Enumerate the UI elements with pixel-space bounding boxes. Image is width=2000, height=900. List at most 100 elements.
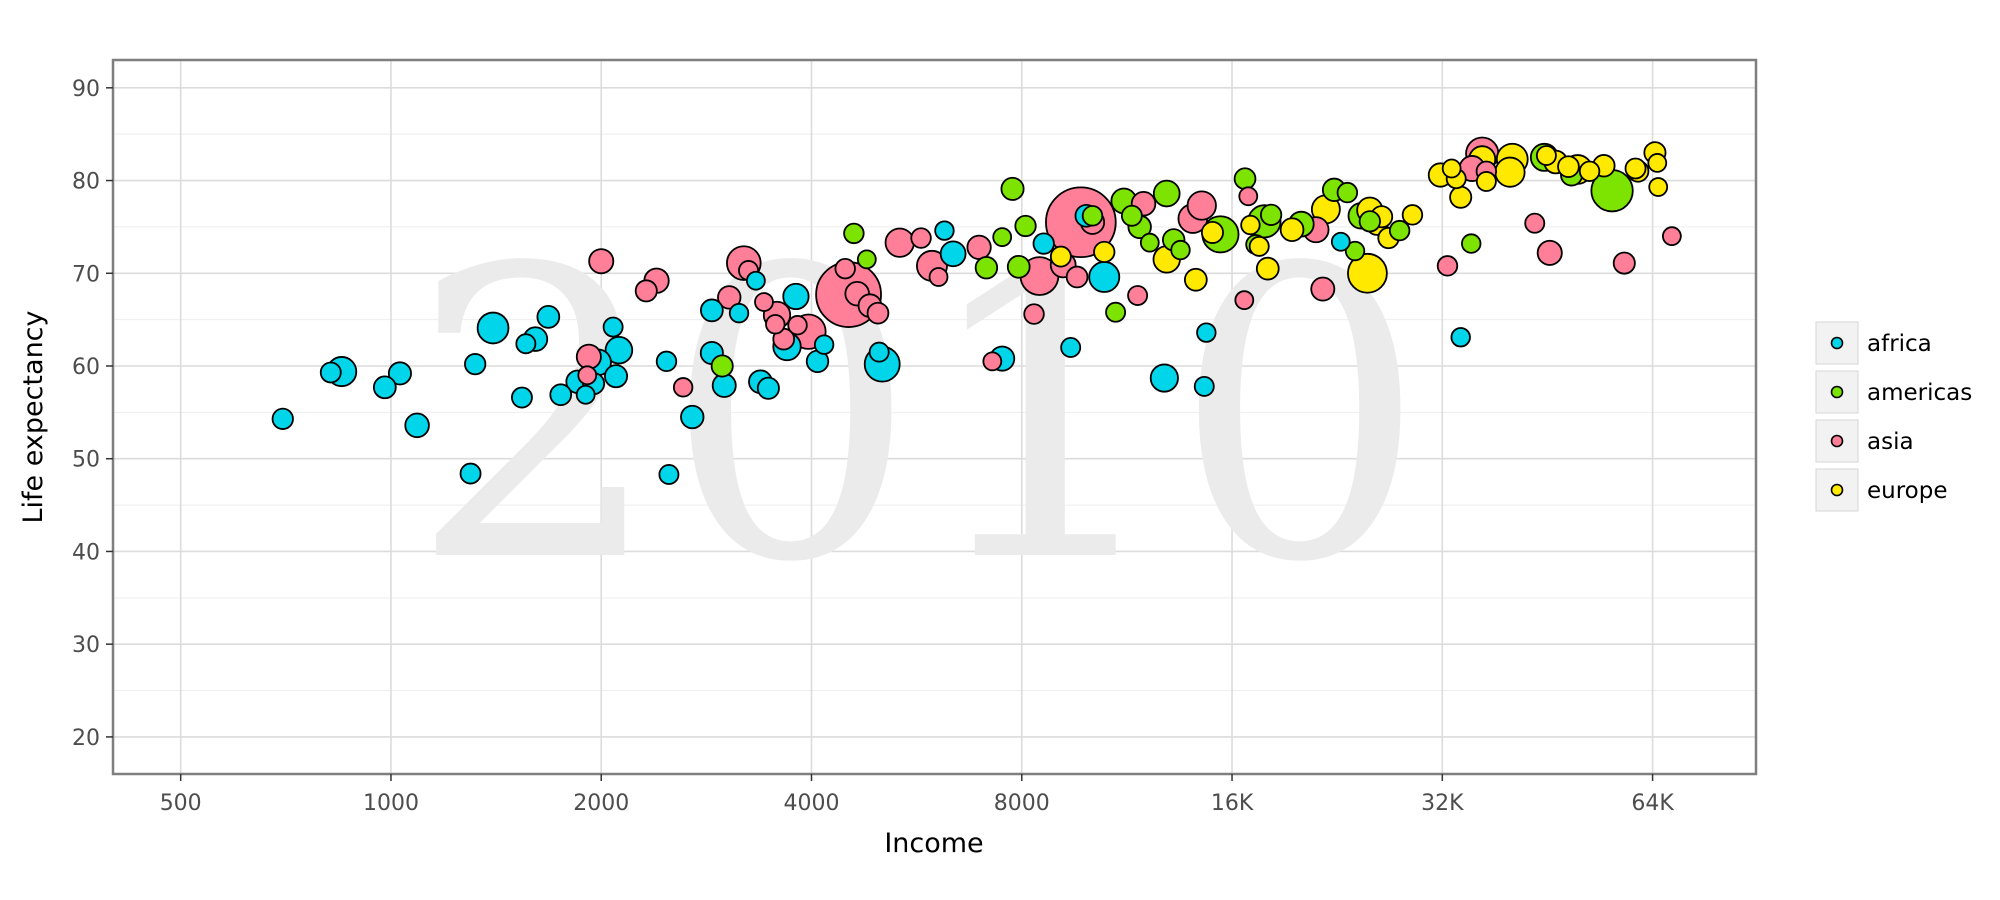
legend-marker-americas bbox=[1830, 385, 1844, 399]
data-point-europe bbox=[1557, 155, 1580, 178]
data-point-europe bbox=[1093, 240, 1116, 264]
data-point-africa bbox=[746, 270, 766, 291]
x-tick-label: 16K bbox=[1211, 791, 1254, 816]
legend-label-americas: americas bbox=[1867, 380, 1972, 406]
data-point-asia bbox=[1065, 265, 1089, 289]
data-point-americas bbox=[1081, 205, 1104, 227]
data-point-asia bbox=[910, 227, 932, 249]
data-point-asia bbox=[575, 343, 602, 370]
x-tick-label: 32K bbox=[1421, 791, 1464, 816]
data-point-africa bbox=[549, 383, 573, 407]
data-point-africa bbox=[700, 298, 724, 323]
data-point-americas bbox=[1105, 301, 1127, 323]
data-point-asia bbox=[966, 234, 992, 260]
data-point-africa bbox=[728, 302, 750, 324]
data-point-americas bbox=[1014, 214, 1037, 238]
legend-label-europe: europe bbox=[1867, 478, 1948, 504]
data-point-africa bbox=[1450, 327, 1471, 348]
data-point-africa bbox=[464, 353, 487, 376]
data-point-americas bbox=[1139, 232, 1160, 253]
legend-label-asia: asia bbox=[1867, 429, 1914, 455]
data-point-asia bbox=[1186, 190, 1217, 221]
data-point-americas bbox=[1120, 204, 1143, 227]
x-axis-ticks: 500 1000 2000 4000 8000 16K 32K 64K bbox=[160, 774, 1674, 816]
data-point-europe bbox=[1248, 235, 1270, 257]
data-point-asia bbox=[1612, 251, 1636, 275]
data-point-africa bbox=[372, 375, 397, 400]
data-point-americas bbox=[856, 249, 877, 270]
data-point-asia bbox=[672, 377, 694, 398]
data-point-africa bbox=[604, 364, 629, 389]
x-tick-label: 2000 bbox=[573, 791, 629, 816]
data-point-asia bbox=[634, 279, 658, 303]
data-point-asia bbox=[1234, 290, 1255, 311]
data-point-americas bbox=[1233, 167, 1257, 191]
data-point-africa bbox=[511, 386, 533, 409]
data-point-africa bbox=[387, 361, 412, 386]
data-point-americas bbox=[1344, 240, 1366, 262]
data-point-asia bbox=[1436, 255, 1459, 277]
data-point-asia bbox=[982, 351, 1003, 372]
data-point-africa bbox=[602, 316, 624, 338]
data-point-americas bbox=[1461, 233, 1482, 254]
data-point-africa bbox=[756, 376, 780, 400]
data-point-europe bbox=[1183, 267, 1208, 292]
legend-marker-europe bbox=[1830, 483, 1844, 497]
data-point-asia bbox=[754, 292, 774, 312]
data-point-europe bbox=[1049, 245, 1072, 268]
y-tick-label: 80 bbox=[72, 170, 100, 195]
x-tick-label: 4000 bbox=[784, 791, 840, 816]
data-point-africa bbox=[1060, 337, 1082, 358]
data-point-africa bbox=[515, 333, 537, 355]
legend-marker-africa bbox=[1830, 336, 1844, 350]
data-point-asia bbox=[1023, 303, 1045, 325]
data-point-africa bbox=[319, 361, 342, 384]
data-point-asia bbox=[787, 315, 808, 336]
data-point-americas bbox=[1000, 176, 1025, 201]
data-point-americas bbox=[1006, 254, 1031, 279]
data-point-asia bbox=[1536, 239, 1563, 266]
data-point-asia bbox=[1310, 276, 1336, 302]
plot-panel-border bbox=[111, 58, 1758, 776]
data-point-americas bbox=[974, 256, 999, 280]
legend: africa americas asia europe bbox=[1815, 321, 1972, 512]
data-point-europe bbox=[1401, 204, 1424, 226]
x-tick-label: 8000 bbox=[994, 791, 1050, 816]
data-point-africa bbox=[1149, 363, 1179, 393]
data-point-americas bbox=[1336, 181, 1359, 204]
data-points bbox=[271, 136, 1682, 485]
year-watermark: 2010 bbox=[409, 185, 1427, 650]
data-point-americas bbox=[843, 222, 865, 245]
data-point-europe bbox=[1494, 156, 1526, 188]
legend-label-africa: africa bbox=[1867, 331, 1932, 357]
data-point-africa bbox=[711, 373, 737, 398]
data-point-americas bbox=[992, 227, 1013, 247]
y-tick-label: 50 bbox=[72, 448, 100, 473]
x-tick-label: 500 bbox=[160, 791, 202, 816]
data-point-europe bbox=[1449, 185, 1473, 209]
data-point-asia bbox=[928, 267, 949, 287]
data-point-africa bbox=[536, 305, 561, 329]
data-point-europe bbox=[1240, 214, 1261, 236]
x-axis-title: Income bbox=[884, 828, 983, 859]
data-point-americas bbox=[1358, 210, 1381, 233]
data-point-africa bbox=[939, 240, 967, 268]
data-point-asia bbox=[717, 285, 742, 310]
y-tick-label: 70 bbox=[72, 262, 100, 287]
data-point-asia bbox=[866, 301, 890, 325]
y-tick-label: 20 bbox=[72, 726, 100, 751]
data-point-africa bbox=[868, 341, 890, 363]
data-point-europe bbox=[1647, 153, 1668, 173]
data-point-asia bbox=[1238, 186, 1259, 207]
data-point-asia bbox=[765, 314, 786, 335]
data-point-europe bbox=[1200, 220, 1224, 244]
data-point-africa bbox=[575, 384, 596, 405]
data-point-africa bbox=[680, 404, 705, 430]
data-point-africa bbox=[934, 220, 955, 241]
data-point-africa bbox=[658, 464, 680, 485]
data-point-africa bbox=[459, 462, 482, 485]
y-tick-label: 90 bbox=[72, 77, 100, 102]
y-tick-label: 60 bbox=[72, 355, 100, 380]
